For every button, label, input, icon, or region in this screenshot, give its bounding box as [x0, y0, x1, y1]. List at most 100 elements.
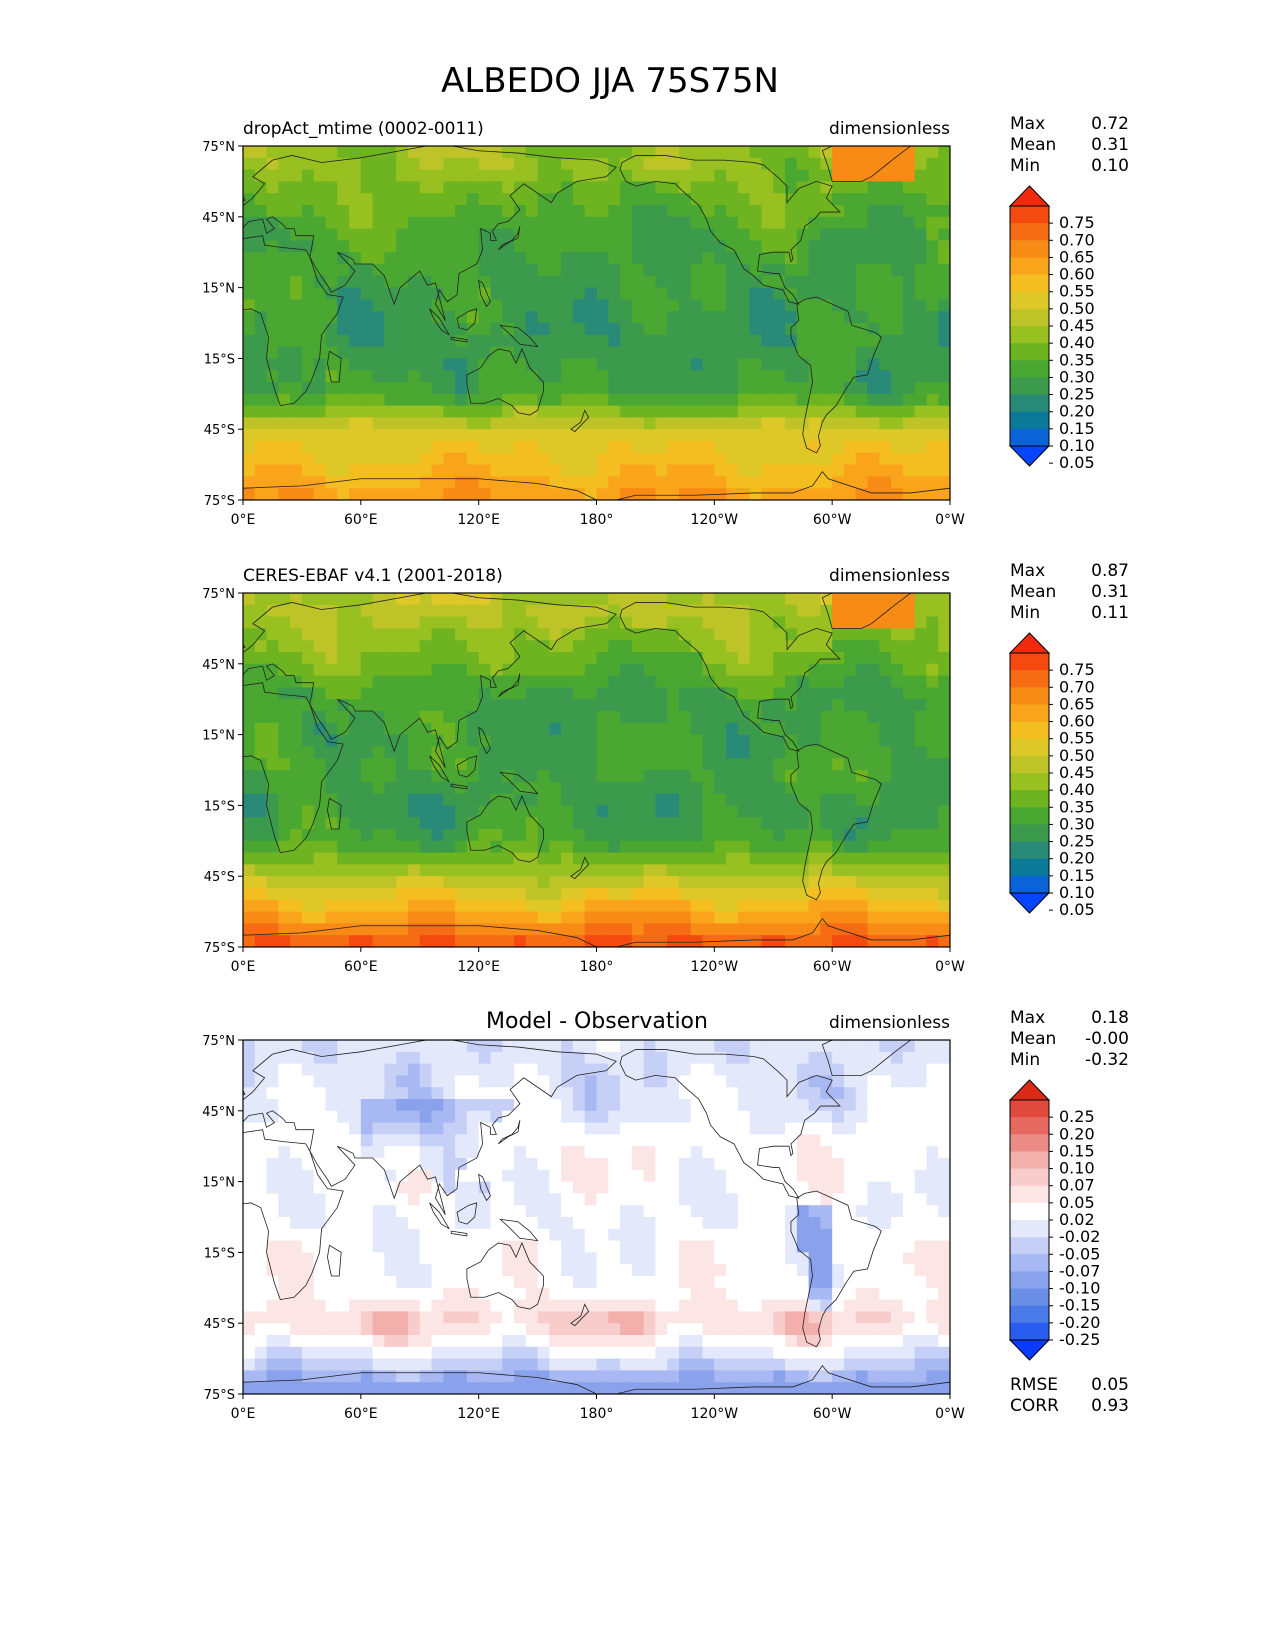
x-tick-label: 120°W	[691, 959, 739, 975]
field-cell	[266, 264, 279, 277]
field-cell	[384, 1264, 397, 1277]
field-cell	[737, 264, 751, 277]
field-cell	[714, 1099, 727, 1112]
field-cell	[596, 146, 609, 159]
field-cell	[737, 146, 751, 159]
field-cell	[313, 687, 327, 700]
field-cell	[407, 346, 421, 359]
field-cell	[655, 758, 668, 771]
field-cell	[490, 346, 503, 359]
field-cell	[266, 640, 279, 653]
field-cell	[737, 1063, 751, 1076]
field-cell	[572, 146, 586, 159]
field-cell	[773, 1040, 786, 1053]
field-cell	[349, 417, 362, 430]
colorbar-segment	[1010, 687, 1049, 705]
field-cell	[290, 216, 303, 230]
field-cell	[455, 275, 468, 289]
field-cell	[902, 1134, 916, 1147]
field-cell	[667, 840, 680, 854]
field-cell	[596, 1110, 609, 1124]
field-cell	[384, 1217, 397, 1230]
field-cell	[301, 275, 315, 289]
field-cell	[678, 876, 692, 889]
field-cell	[514, 1181, 527, 1194]
field-cell	[855, 405, 869, 418]
field-cell	[855, 1099, 869, 1112]
field-cell	[608, 852, 621, 865]
field-cell	[337, 876, 350, 889]
field-cell	[667, 275, 680, 289]
field-cell	[360, 675, 374, 688]
field-cell	[290, 663, 303, 677]
panels: dropAct_mtime (0002-0011) dimensionless75…	[202, 114, 1129, 1422]
field-cell	[561, 899, 574, 913]
field-cell	[796, 275, 810, 289]
field-cell	[855, 1134, 869, 1147]
field-cell	[914, 593, 928, 606]
field-cell	[667, 616, 680, 629]
field-cell	[702, 1099, 715, 1112]
field-cell	[608, 711, 621, 724]
field-cell	[525, 829, 539, 842]
field-cell	[808, 1087, 821, 1100]
field-cell	[726, 722, 739, 736]
field-cell	[561, 1051, 574, 1065]
field-cell	[902, 817, 916, 830]
field-cell	[278, 734, 291, 747]
field-cell	[266, 275, 279, 289]
field-cell	[254, 1099, 268, 1112]
field-cell	[808, 1051, 821, 1065]
field-cell	[773, 405, 786, 418]
field-cell	[843, 805, 857, 818]
field-cell	[360, 1063, 374, 1076]
field-cell	[490, 1252, 503, 1265]
field-cell	[702, 1169, 715, 1183]
field-cell	[631, 675, 645, 688]
field-cell	[820, 1134, 833, 1147]
field-cell	[879, 923, 892, 936]
x-tick-label: 0°E	[231, 512, 256, 528]
field-cell	[620, 169, 633, 182]
field-cell	[525, 193, 539, 206]
field-cell	[290, 1205, 303, 1218]
field-cell	[620, 1134, 633, 1147]
field-cell	[843, 616, 857, 629]
field-cell	[855, 146, 869, 159]
field-cell	[525, 652, 539, 665]
field-cell	[431, 1051, 444, 1065]
field-cell	[337, 935, 350, 947]
field-cell	[407, 299, 421, 312]
field-cell	[867, 476, 880, 489]
field-cell	[867, 1252, 880, 1265]
field-cell	[726, 1063, 739, 1076]
field-cell	[372, 382, 385, 395]
field-cell	[443, 1087, 456, 1100]
field-cell	[678, 687, 692, 700]
field-cell	[820, 746, 833, 759]
field-cell	[243, 840, 256, 854]
field-cell	[243, 488, 256, 500]
field-cell	[761, 1217, 774, 1230]
field-cell	[926, 935, 939, 947]
field-cell	[502, 817, 515, 830]
field-cell	[726, 1051, 739, 1065]
field-cell	[349, 1122, 362, 1135]
field-cell	[737, 734, 751, 747]
field-cell	[749, 323, 763, 336]
field-cell	[761, 382, 774, 395]
field-cell	[443, 1240, 456, 1253]
field-cell	[313, 722, 327, 736]
field-cell	[749, 593, 763, 606]
field-cell	[478, 1075, 492, 1088]
field-cell	[796, 1240, 810, 1253]
field-cell	[584, 711, 598, 724]
field-cell	[384, 1158, 397, 1171]
field-cell	[620, 193, 633, 206]
field-cell	[254, 852, 268, 865]
field-cell	[891, 1063, 904, 1076]
field-cell	[349, 781, 362, 795]
colorbar-tick-label: 0.35	[1059, 350, 1095, 369]
field-cell	[737, 275, 751, 289]
field-cell	[502, 417, 515, 430]
